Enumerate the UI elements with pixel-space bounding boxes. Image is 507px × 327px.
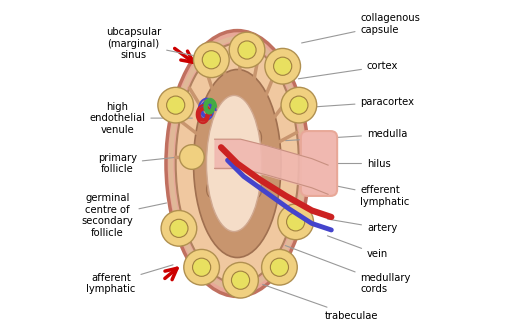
Circle shape bbox=[167, 96, 185, 114]
Ellipse shape bbox=[194, 69, 281, 258]
Circle shape bbox=[262, 250, 297, 285]
Text: hilus: hilus bbox=[315, 159, 391, 168]
Text: efferent
lymphatic: efferent lymphatic bbox=[324, 183, 410, 207]
Circle shape bbox=[158, 87, 194, 123]
Ellipse shape bbox=[228, 112, 240, 131]
Circle shape bbox=[265, 48, 301, 84]
Text: primary
follicle: primary follicle bbox=[98, 153, 176, 174]
Circle shape bbox=[281, 87, 317, 123]
Text: collagenous
capsule: collagenous capsule bbox=[302, 13, 420, 43]
Text: paracortex: paracortex bbox=[295, 97, 415, 108]
Text: high
endothelial
venule: high endothelial venule bbox=[89, 101, 192, 135]
Circle shape bbox=[184, 250, 220, 285]
Text: medullary
cords: medullary cords bbox=[285, 246, 411, 294]
Circle shape bbox=[161, 211, 197, 246]
Text: germinal
centre of
secondary
follicle: germinal centre of secondary follicle bbox=[82, 193, 166, 238]
Text: artery: artery bbox=[328, 219, 397, 233]
Circle shape bbox=[179, 145, 204, 169]
Ellipse shape bbox=[206, 181, 216, 198]
Text: trabeculae: trabeculae bbox=[263, 284, 378, 321]
Text: cortex: cortex bbox=[299, 61, 399, 79]
Circle shape bbox=[193, 258, 211, 276]
Circle shape bbox=[232, 271, 249, 289]
Text: ubcapsular
(marginal)
sinus: ubcapsular (marginal) sinus bbox=[106, 27, 196, 60]
Ellipse shape bbox=[252, 181, 262, 198]
Circle shape bbox=[290, 96, 308, 114]
Circle shape bbox=[270, 258, 288, 276]
Ellipse shape bbox=[206, 95, 262, 232]
Circle shape bbox=[274, 57, 292, 75]
Text: medulla: medulla bbox=[285, 129, 407, 141]
Text: vein: vein bbox=[328, 236, 388, 259]
Ellipse shape bbox=[176, 43, 299, 284]
Ellipse shape bbox=[228, 196, 240, 215]
Ellipse shape bbox=[252, 129, 262, 146]
Text: afferent
lymphatic: afferent lymphatic bbox=[86, 265, 173, 294]
Circle shape bbox=[202, 51, 221, 69]
Ellipse shape bbox=[210, 129, 220, 146]
Ellipse shape bbox=[166, 30, 309, 297]
Circle shape bbox=[223, 262, 259, 298]
Circle shape bbox=[170, 219, 188, 237]
Circle shape bbox=[194, 42, 229, 77]
Circle shape bbox=[229, 32, 265, 68]
Circle shape bbox=[238, 41, 256, 59]
Circle shape bbox=[278, 204, 313, 240]
FancyBboxPatch shape bbox=[301, 131, 337, 196]
Circle shape bbox=[286, 213, 305, 231]
